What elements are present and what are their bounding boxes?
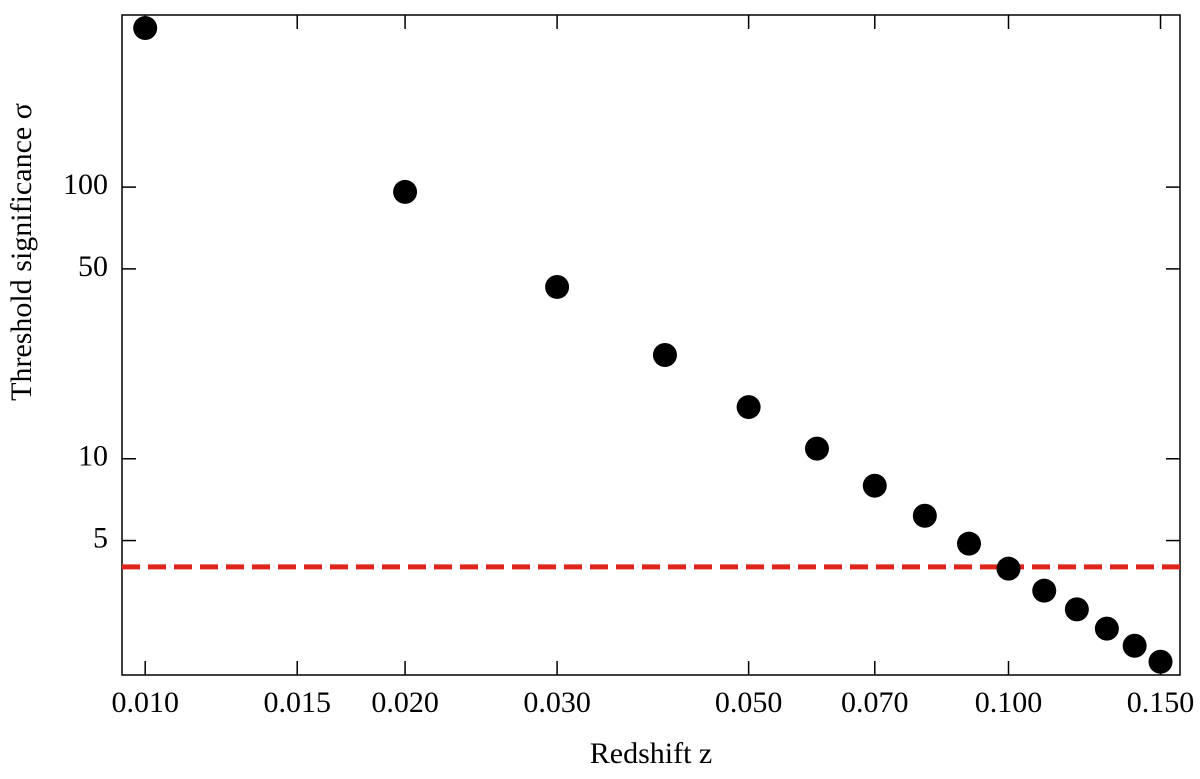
x-tick-label: 0.050 (715, 686, 783, 719)
y-tick-label: 50 (78, 250, 108, 283)
y-tick-label: 100 (63, 168, 108, 201)
point (804, 436, 829, 461)
point (545, 274, 570, 299)
x-axis-label: Redshift z (590, 737, 712, 770)
plot-frame (121, 14, 1181, 676)
point (736, 395, 761, 420)
point (393, 179, 418, 204)
x-tick-label: 0.150 (1127, 686, 1195, 719)
x-tick-label: 0.100 (975, 686, 1043, 719)
x-tick-label: 0.070 (841, 686, 909, 719)
point (996, 556, 1021, 581)
point (133, 16, 158, 41)
y-tick-label: 10 (78, 440, 108, 473)
point (1122, 633, 1147, 658)
point (1148, 649, 1173, 674)
point (652, 342, 677, 367)
point (1094, 616, 1119, 641)
point (912, 503, 937, 528)
point (956, 531, 981, 556)
x-tick-label: 0.015 (263, 686, 331, 719)
point (1064, 597, 1089, 622)
y-tick-label: 5 (93, 521, 108, 554)
point (1032, 578, 1057, 603)
point (862, 473, 887, 498)
x-tick-label: 0.020 (371, 686, 439, 719)
y-axis-label: Threshold significance σ (5, 103, 38, 401)
x-tick-label: 0.010 (111, 686, 179, 719)
x-tick-label: 0.030 (523, 686, 591, 719)
